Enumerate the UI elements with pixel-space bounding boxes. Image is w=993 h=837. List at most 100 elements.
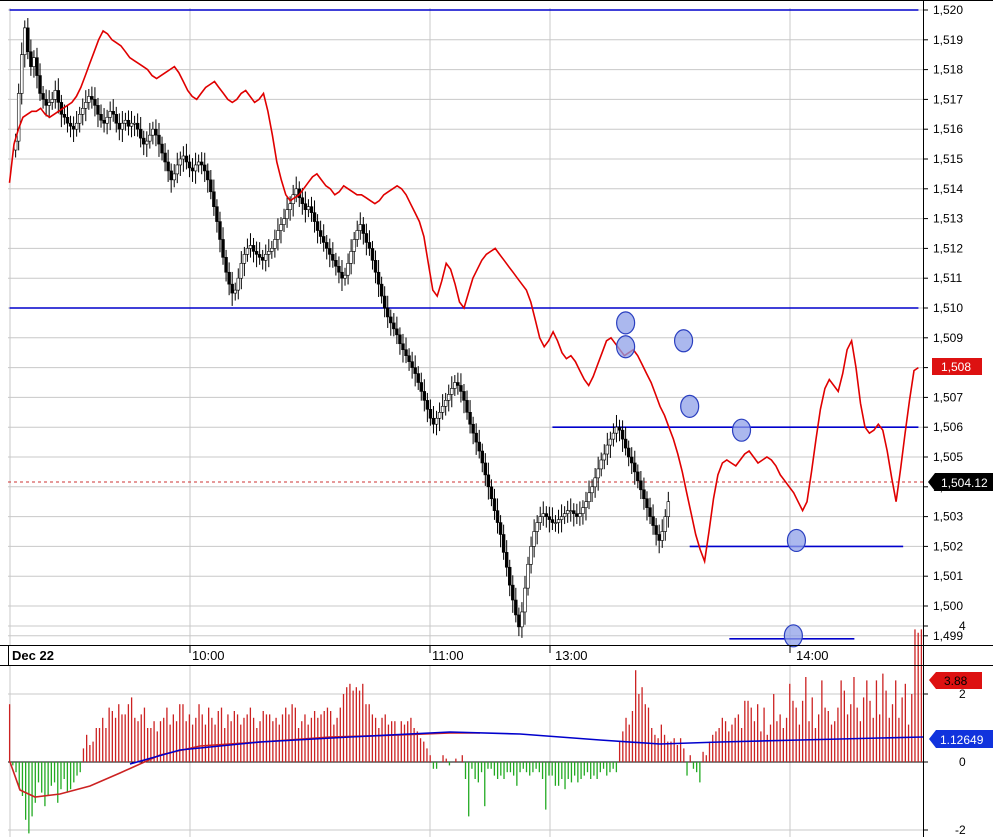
- candle-body: [224, 257, 228, 273]
- candle-body: [340, 271, 344, 279]
- candle-body: [364, 233, 369, 243]
- price-tick-label: 1,516: [933, 122, 963, 136]
- oscillator-badge: 3.88: [929, 672, 982, 689]
- candle-body: [105, 116, 109, 124]
- candle-body: [285, 209, 289, 219]
- candle-body: [151, 128, 155, 136]
- candle-body: [276, 230, 280, 240]
- candle-body: [447, 394, 451, 401]
- candle-body: [382, 295, 387, 309]
- candle-body: [630, 456, 634, 464]
- candle-body: [453, 382, 457, 389]
- oscillator-axis: -2 0 2 4: [923, 619, 966, 837]
- candle-body: [53, 90, 57, 100]
- candle-body: [169, 170, 173, 181]
- candle-body: [398, 334, 402, 345]
- candle-body: [221, 239, 225, 258]
- price-tick-label: 1,519: [933, 33, 963, 47]
- candle-body: [337, 265, 341, 273]
- price-tick-label: 1,506: [933, 420, 963, 434]
- price-tick-label: 1,517: [933, 92, 963, 106]
- candle-body: [633, 462, 637, 473]
- signal-marker: [731, 418, 752, 442]
- candle-body: [26, 27, 30, 53]
- price-tick-label: 1,505: [933, 450, 963, 464]
- candle-body: [532, 531, 536, 547]
- candle-body: [529, 546, 533, 565]
- candle-body: [645, 498, 649, 508]
- candle-body: [462, 391, 466, 401]
- candle-body: [657, 534, 661, 541]
- candle-body: [492, 498, 497, 511]
- signal-marker: [616, 311, 636, 335]
- time-tick-label: 13:00: [555, 648, 588, 663]
- candle-body: [349, 251, 353, 264]
- candle-body: [251, 245, 256, 252]
- price-tick-label: 1,509: [933, 331, 963, 345]
- candle-body: [523, 587, 527, 613]
- candle-body: [654, 525, 658, 535]
- candle-body: [318, 230, 323, 237]
- price-tick-label: 1,499: [933, 629, 963, 643]
- time-tick-label: 11:00: [432, 648, 464, 663]
- candle-body: [474, 432, 478, 443]
- candle-body: [254, 251, 259, 255]
- signal-marker: [786, 528, 807, 553]
- candle-body: [126, 119, 131, 127]
- average-badge: 1.12649: [929, 730, 993, 748]
- candle-body: [44, 99, 48, 106]
- candle-body: [215, 206, 219, 222]
- candle-body: [477, 441, 481, 452]
- candle-body: [370, 248, 375, 261]
- candle-body: [306, 206, 311, 210]
- candle-body: [565, 510, 570, 514]
- candle-body: [379, 283, 384, 297]
- candle-body: [636, 471, 640, 482]
- candle-body: [172, 173, 176, 181]
- candle-body: [227, 271, 231, 285]
- candle-body: [196, 161, 201, 166]
- candle-body: [373, 260, 378, 273]
- candle-body: [230, 283, 234, 294]
- candle-body: [407, 355, 411, 362]
- oscillator-histogram: [8, 629, 923, 834]
- candle-body: [248, 245, 253, 249]
- candle-body: [608, 438, 613, 446]
- candle-body: [38, 75, 42, 94]
- candle-body: [562, 513, 567, 517]
- candle-body: [65, 116, 70, 124]
- candle-body: [486, 474, 491, 488]
- candle-body: [135, 122, 140, 130]
- candle-body: [395, 328, 399, 336]
- candle-body: [175, 164, 179, 175]
- candle-body: [602, 453, 606, 461]
- price-line-badge: 1,508: [932, 358, 982, 375]
- candle-body: [501, 534, 506, 553]
- candle-body: [157, 134, 161, 145]
- candle-body: [154, 128, 158, 136]
- candle-body: [288, 203, 292, 210]
- candle-body: [132, 122, 137, 125]
- candle-body: [440, 406, 445, 413]
- candle-body: [358, 224, 362, 231]
- candle-body: [309, 206, 314, 213]
- candle-body: [578, 513, 582, 517]
- candle-body: [163, 152, 167, 163]
- candle-body: [581, 507, 585, 514]
- candle-body: [148, 134, 152, 142]
- candle-body: [264, 254, 268, 261]
- candle-body: [138, 128, 143, 139]
- candle-body: [535, 522, 539, 532]
- candle-body: [605, 444, 610, 455]
- candle-body: [392, 322, 396, 330]
- candle-body: [267, 251, 271, 255]
- signal-marker: [616, 335, 636, 359]
- candle-body: [596, 468, 600, 479]
- candle-body: [142, 137, 146, 145]
- oscillator-tick-label: 0: [959, 755, 966, 769]
- candle-body: [648, 507, 652, 517]
- candle-body: [404, 349, 408, 356]
- candle-body: [459, 385, 463, 392]
- candle-body: [410, 361, 414, 368]
